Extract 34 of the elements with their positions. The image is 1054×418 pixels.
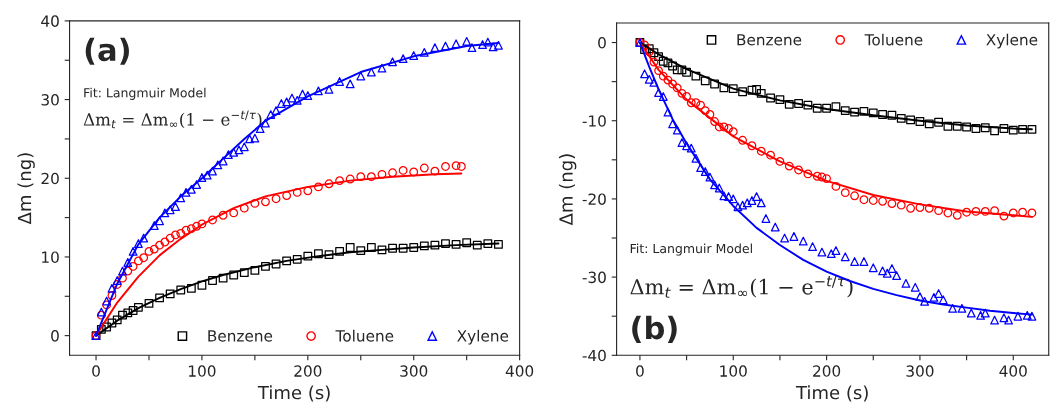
y-tick-label: 10	[42, 251, 59, 263]
x-tick-label: 100	[189, 365, 216, 377]
annotation: Fit: Langmuir Model	[630, 243, 752, 256]
x-tick-label: 100	[720, 365, 747, 377]
y-tick-label: -20	[582, 193, 606, 205]
legend-label: Toluene	[335, 329, 394, 342]
legend-label: Xylene	[457, 329, 509, 345]
legend-label: Xylene	[986, 33, 1038, 49]
y-tick-label: 40	[41, 15, 59, 27]
x-axis-title: Time (s)	[257, 385, 330, 402]
x-tick-label: 400	[505, 365, 534, 377]
x-axis-title: Time (s)	[795, 385, 868, 402]
legend-label: Benzene	[208, 330, 273, 342]
x-tick-label: 0	[636, 365, 644, 377]
x-tick-label: 200	[813, 365, 841, 377]
y-tick-label: 30	[41, 94, 59, 106]
y-tick-label: -30	[582, 271, 606, 284]
annotation: (b)	[632, 315, 677, 344]
y-tick-label: -10	[582, 115, 606, 127]
legend-label: Toluene	[864, 33, 923, 46]
x-tick-label: 300	[906, 365, 934, 377]
y-axis-title: Δm (ng)	[17, 153, 35, 225]
legend-label: Benzene	[737, 34, 802, 46]
x-tick-label: 300	[400, 365, 428, 377]
annotation: (a)	[85, 37, 129, 65]
y-tick-label: -40	[582, 349, 606, 362]
x-tick-label: 0	[92, 365, 100, 377]
x-tick-label: 400	[999, 365, 1027, 377]
y-axis-title: Δm (ng)	[558, 154, 577, 226]
x-tick-label: 200	[294, 365, 322, 377]
y-tick-label: 0	[598, 37, 606, 49]
annotation: Fit: Langmuir Model	[84, 87, 206, 100]
y-tick-label: 0	[51, 330, 59, 342]
y-tick-label: 20	[41, 172, 59, 185]
